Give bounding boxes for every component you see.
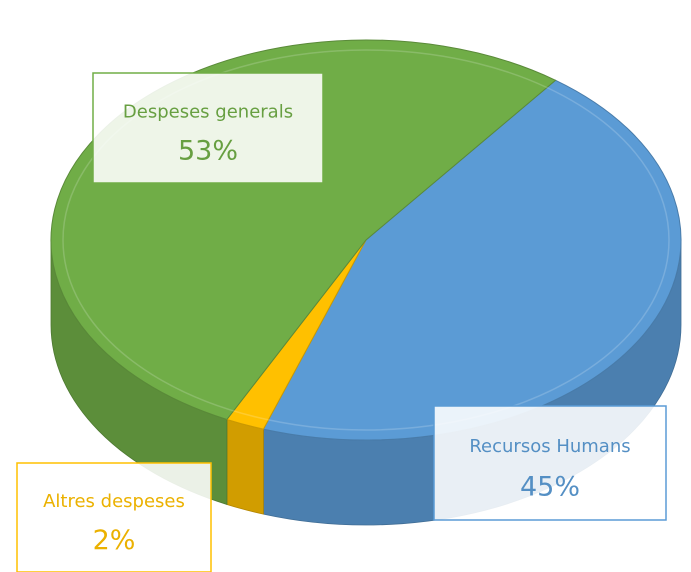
category-label: Altres despeses <box>43 491 185 512</box>
label-box <box>92 72 324 184</box>
value-label: 45% <box>520 472 580 503</box>
pie-side <box>226 418 264 515</box>
category-label: Recursos Humans <box>469 436 630 457</box>
value-label: 53% <box>178 136 238 167</box>
label-box <box>16 462 212 572</box>
label-box <box>433 405 667 521</box>
pie-rim <box>62 49 670 431</box>
category-label: Despeses generals <box>123 102 293 123</box>
value-label: 2% <box>93 525 136 556</box>
pie-slice <box>262 79 682 441</box>
